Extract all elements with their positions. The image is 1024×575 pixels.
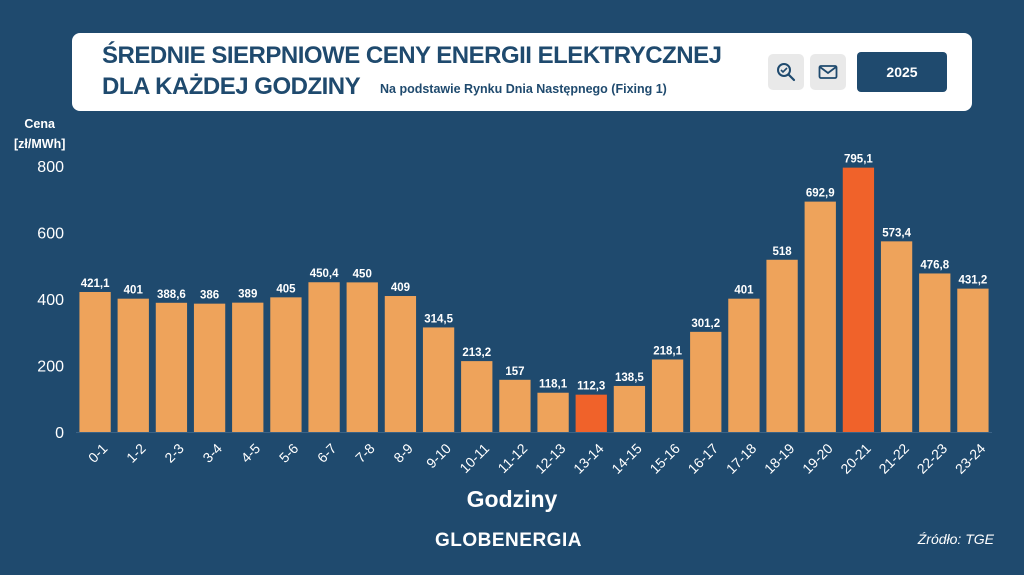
source-note: Źródło: TGE bbox=[917, 531, 994, 547]
data-label: 450 bbox=[353, 268, 372, 280]
data-label: 421,1 bbox=[81, 278, 110, 290]
x-tick-label: 16-17 bbox=[685, 440, 722, 477]
data-label: 386 bbox=[200, 290, 219, 302]
data-label: 389 bbox=[238, 289, 257, 301]
bar bbox=[346, 282, 378, 432]
data-label: 692,9 bbox=[806, 188, 835, 200]
x-tick-label: 8-9 bbox=[390, 440, 416, 466]
bar bbox=[193, 303, 226, 432]
bar bbox=[957, 288, 989, 432]
bar bbox=[728, 298, 760, 432]
data-label: 401 bbox=[734, 285, 754, 297]
data-label: 218,1 bbox=[653, 345, 682, 357]
bar bbox=[384, 296, 417, 432]
data-label: 388,6 bbox=[157, 289, 186, 301]
bar bbox=[842, 167, 875, 432]
data-label: 431,2 bbox=[959, 275, 988, 287]
bar bbox=[919, 273, 951, 432]
x-tick-label: 12-13 bbox=[532, 440, 569, 477]
bar bbox=[690, 331, 722, 432]
bar bbox=[880, 241, 913, 432]
x-tick-label: 21-22 bbox=[875, 440, 912, 477]
bar bbox=[155, 302, 188, 432]
search-button[interactable] bbox=[768, 54, 804, 90]
bar bbox=[117, 298, 149, 432]
header-card: ŚREDNIE SIERPNIOWE CENY ENERGII ELEKTRYC… bbox=[72, 33, 972, 111]
data-label: 401 bbox=[124, 285, 144, 297]
x-tick-label: 11-12 bbox=[494, 440, 530, 476]
x-tick-label: 14-15 bbox=[608, 440, 645, 477]
x-tick-label: 6-7 bbox=[314, 440, 340, 466]
data-label: 450,4 bbox=[310, 268, 339, 280]
bar bbox=[613, 385, 646, 432]
data-label: 405 bbox=[276, 283, 296, 295]
bar bbox=[537, 392, 569, 432]
data-label: 157 bbox=[505, 366, 524, 378]
data-label: 138,5 bbox=[615, 372, 644, 384]
x-tick-label: 5-6 bbox=[276, 440, 302, 466]
data-label: 573,4 bbox=[882, 227, 911, 239]
bar bbox=[79, 291, 111, 432]
page-title-line-1: ŚREDNIE SIERPNIOWE CENY ENERGII ELEKTRYC… bbox=[102, 42, 722, 69]
data-label: 213,2 bbox=[462, 347, 491, 359]
x-tick-label: 1-2 bbox=[123, 440, 149, 466]
data-label: 301,2 bbox=[691, 318, 720, 330]
x-tick-label: 7-8 bbox=[352, 440, 378, 466]
data-label: 314,5 bbox=[424, 313, 453, 325]
page-subtitle: Na podstawie Rynku Dnia Następnego (Fixi… bbox=[380, 82, 667, 96]
mail-icon bbox=[818, 65, 838, 79]
x-tick-label: 0-1 bbox=[85, 440, 111, 466]
bar bbox=[461, 361, 493, 432]
data-label: 518 bbox=[772, 246, 792, 258]
x-tick-label: 20-21 bbox=[837, 440, 874, 477]
x-tick-label: 3-4 bbox=[199, 440, 225, 466]
x-tick-label: 9-10 bbox=[423, 440, 454, 471]
x-tick-label: 17-18 bbox=[723, 440, 760, 477]
bar bbox=[270, 297, 302, 432]
bar bbox=[766, 259, 798, 432]
x-tick-label: 18-19 bbox=[761, 440, 798, 477]
y-axis-label-line-1: Cena bbox=[24, 117, 55, 131]
bar bbox=[804, 201, 836, 432]
data-label: 409 bbox=[391, 282, 410, 294]
x-tick-label: 22-23 bbox=[914, 440, 951, 477]
bar bbox=[499, 379, 531, 432]
x-tick-label: 10-11 bbox=[456, 440, 492, 476]
y-tick-label: 800 bbox=[37, 159, 64, 176]
search-icon bbox=[777, 63, 796, 82]
bar bbox=[575, 394, 607, 432]
brand-logo: GLOBENERGIA bbox=[435, 530, 582, 551]
x-tick-label: 15-16 bbox=[646, 440, 683, 477]
y-tick-label: 200 bbox=[37, 359, 64, 376]
x-tick-label: 19-20 bbox=[799, 440, 836, 477]
mail-button[interactable] bbox=[810, 54, 846, 90]
data-label: 112,3 bbox=[577, 381, 605, 393]
x-axis-title: Godziny bbox=[466, 486, 558, 512]
x-tick-label: 4-5 bbox=[238, 440, 264, 466]
y-tick-label: 600 bbox=[37, 226, 64, 243]
year-select-button[interactable]: 2025 bbox=[857, 52, 947, 92]
data-label: 476,8 bbox=[920, 259, 949, 271]
bar-chart: 0 200 400 600 800 421,1 0-1 401 1-2 388,6 2-3 386 3-… bbox=[37, 154, 992, 477]
y-tick-label: 400 bbox=[37, 292, 64, 309]
page-title-line-2: DLA KAŻDEJ GODZINY bbox=[102, 73, 361, 100]
x-tick-label: 13-14 bbox=[570, 440, 607, 477]
bar bbox=[308, 282, 340, 432]
data-label: 118,1 bbox=[539, 379, 568, 391]
data-label: 795,1 bbox=[844, 154, 873, 166]
bar bbox=[232, 302, 264, 432]
x-tick-label: 2-3 bbox=[161, 440, 187, 466]
y-axis-label-line-2: [zł/MWh] bbox=[14, 137, 66, 151]
bar bbox=[651, 359, 684, 432]
x-tick-label: 23-24 bbox=[952, 440, 989, 477]
y-tick-label: 0 bbox=[55, 425, 64, 442]
y-axis-label: Cena [zł/MWh] bbox=[14, 114, 65, 154]
bar bbox=[422, 327, 455, 432]
